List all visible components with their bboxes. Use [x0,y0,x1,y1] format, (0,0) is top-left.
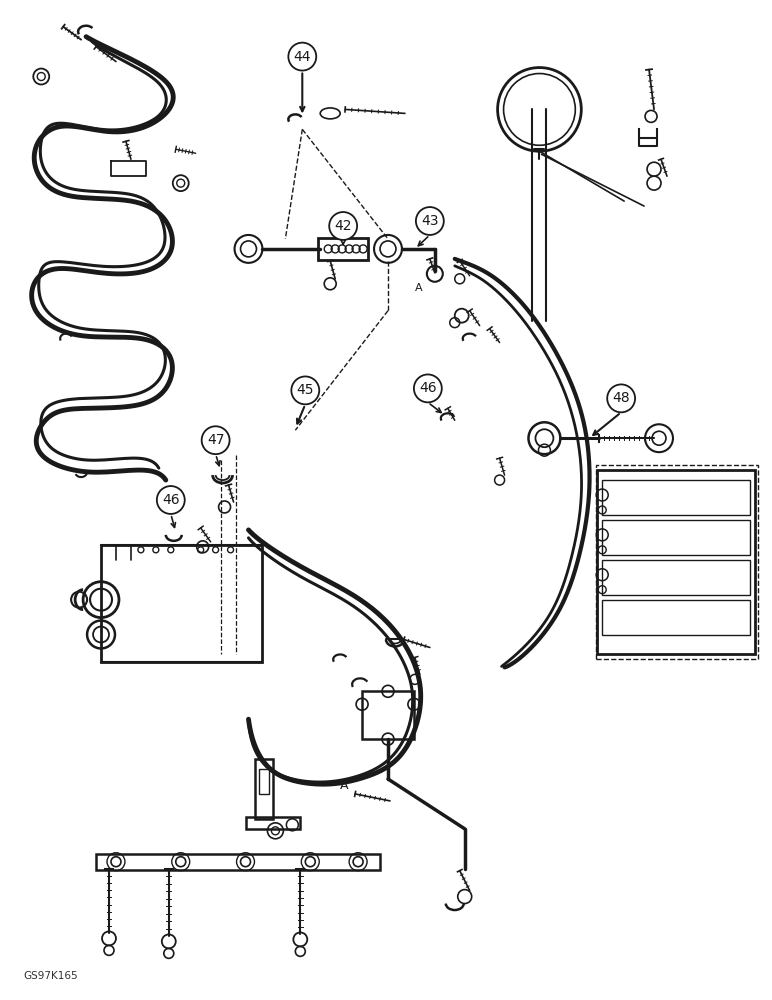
Circle shape [414,374,442,402]
Circle shape [289,43,317,71]
Bar [602,560,750,595]
Circle shape [157,486,185,514]
Bar [101,545,262,662]
Circle shape [329,212,357,240]
Text: 46: 46 [419,381,437,395]
Text: A: A [415,283,422,293]
Text: 46: 46 [162,493,180,507]
Text: A: A [340,779,349,792]
Bar [602,480,750,515]
Bar [256,759,273,819]
Bar [362,691,414,739]
Bar [598,470,755,654]
Circle shape [416,207,444,235]
Text: 44: 44 [293,50,311,64]
Bar [245,817,300,829]
Bar [602,600,750,635]
Bar [602,520,750,555]
Bar [318,238,368,260]
Text: 48: 48 [612,391,630,405]
Circle shape [291,376,320,404]
Text: 45: 45 [296,383,314,397]
Bar [96,854,380,870]
Bar [596,465,757,659]
Circle shape [201,426,229,454]
Bar [259,769,269,794]
Text: GS97K165: GS97K165 [23,971,78,981]
Text: 47: 47 [207,433,225,447]
Circle shape [608,384,635,412]
Text: 43: 43 [421,214,438,228]
Text: 42: 42 [334,219,352,233]
